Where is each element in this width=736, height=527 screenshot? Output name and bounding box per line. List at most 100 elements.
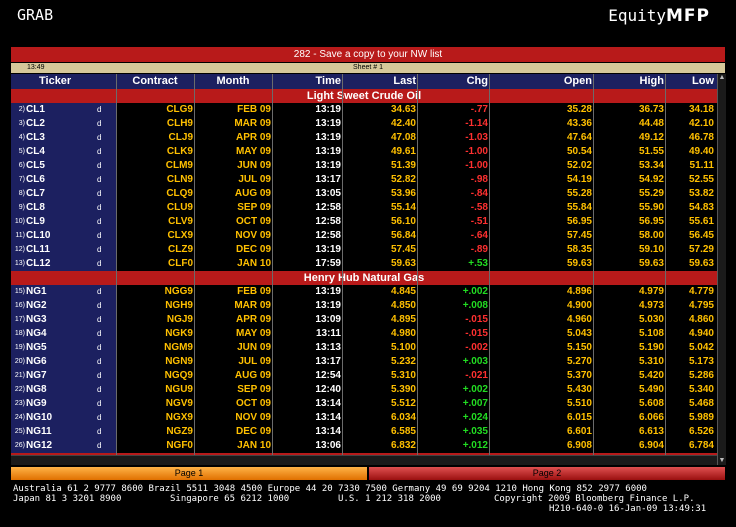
high-cell: 55.90 <box>638 202 664 213</box>
col-last[interactable]: Last <box>393 75 416 87</box>
ticker-cell[interactable]: CL11 <box>25 243 117 257</box>
change-cell: +.024 <box>462 412 488 423</box>
ticker-cell[interactable]: NG7 <box>25 369 117 383</box>
table-row[interactable]: 22) NG8 d NGU9 SEP 09 12:40 5.390 +.002 5.430 5.4… <box>11 383 717 397</box>
table-row[interactable]: 3) CL2 d CLH9 MAR 09 13:19 42.40 -1.14 43.36 44.4… <box>11 117 717 131</box>
open-cell: 58.35 <box>566 244 592 255</box>
table-row[interactable]: 7) CL6 d CLN9 JUL 09 13:17 52.82 -.98 54.19 54.92… <box>11 173 717 187</box>
table-row[interactable]: 8) CL7 d CLQ9 AUG 09 13:05 53.96 -.84 55.28 55.29… <box>11 187 717 201</box>
ticker-cell[interactable]: NG6 <box>25 355 117 369</box>
ticker-cell[interactable]: CL8 <box>25 201 117 215</box>
section-header: New York Heating Oil <box>11 453 717 455</box>
col-low[interactable]: Low <box>692 75 714 87</box>
col-time[interactable]: Time <box>315 75 341 87</box>
table-row[interactable]: 15) NG1 d NGG9 FEB 09 13:19 4.845 +.002 4.896 4.9… <box>11 285 717 299</box>
month-cell: MAR 09 <box>234 300 271 311</box>
change-cell: -.58 <box>470 202 488 213</box>
contract-cell: CLK9 <box>166 146 193 157</box>
change-cell: -.021 <box>465 370 488 381</box>
table-row[interactable]: 11) CL10 d CLX9 NOV 09 12:58 56.84 -.64 57.45 58.… <box>11 229 717 243</box>
table-row[interactable]: 13) CL12 d CLF0 JAN 10 17:59 59.63 +.53 59.63 59.… <box>11 257 717 271</box>
low-cell: 34.18 <box>688 104 714 115</box>
tab-page-2[interactable]: Page 2 <box>369 467 725 480</box>
month-cell: JAN 10 <box>237 440 271 451</box>
table-row[interactable]: 12) CL11 d CLZ9 DEC 09 13:19 57.45 -.89 58.35 59.… <box>11 243 717 257</box>
change-cell: -.002 <box>465 342 488 353</box>
table-row[interactable]: 24) NG10 d NGX9 NOV 09 13:14 6.034 +.024 6.015 6.… <box>11 411 717 425</box>
open-cell: 4.896 <box>566 286 592 297</box>
ticker-cell[interactable]: NG10 <box>25 411 117 425</box>
ticker-cell[interactable]: CL2 <box>25 117 117 131</box>
col-month[interactable]: Month <box>216 75 250 87</box>
ticker-cell[interactable]: CL9 <box>25 215 117 229</box>
ticker-cell[interactable]: CL7 <box>25 187 117 201</box>
month-cell: JUL 09 <box>238 356 271 367</box>
high-cell: 59.63 <box>638 258 664 269</box>
ticker-cell[interactable]: NG8 <box>25 383 117 397</box>
change-cell: +.002 <box>462 286 488 297</box>
ticker-cell[interactable]: CL6 <box>25 173 117 187</box>
ticker-cell[interactable]: CL3 <box>25 131 117 145</box>
col-high[interactable]: High <box>639 75 664 87</box>
delay-indicator: d <box>97 427 102 436</box>
delay-indicator: d <box>97 385 102 394</box>
ticker-cell[interactable]: NG12 <box>25 439 117 453</box>
table-row[interactable]: 16) NG2 d NGH9 MAR 09 13:19 4.850 +.008 4.900 4.9… <box>11 299 717 313</box>
tab-page-1[interactable]: Page 1 <box>11 467 367 480</box>
ticker-cell[interactable]: NG4 <box>25 327 117 341</box>
table-row[interactable]: 20) NG6 d NGN9 JUL 09 13:17 5.232 +.003 5.270 5.3… <box>11 355 717 369</box>
ticker-cell[interactable]: NG2 <box>25 299 117 313</box>
sheet-name[interactable]: Sheet # 1 <box>353 64 383 71</box>
table-row[interactable]: 23) NG9 d NGV9 OCT 09 13:14 5.512 +.007 5.510 5.6… <box>11 397 717 411</box>
table-row[interactable]: 6) CL5 d CLM9 JUN 09 13:19 51.39 -1.00 52.02 53.3… <box>11 159 717 173</box>
col-contract[interactable]: Contract <box>132 75 178 87</box>
last-cell: 34.63 <box>390 104 416 115</box>
time-cell: 13:19 <box>315 286 341 297</box>
scroll-down-icon[interactable]: ▼ <box>718 457 726 464</box>
scroll-up-icon[interactable]: ▲ <box>718 74 726 81</box>
time-cell: 12:58 <box>315 202 341 213</box>
ticker-cell[interactable]: NG11 <box>25 425 117 439</box>
table-row[interactable]: 26) NG12 d NGF0 JAN 10 13:06 6.832 +.012 6.908 6.… <box>11 439 717 453</box>
delay-indicator: d <box>97 399 102 408</box>
horizontal-scrollbar[interactable] <box>11 455 717 465</box>
last-cell: 6.585 <box>390 426 416 437</box>
ticker-cell[interactable]: CL5 <box>25 159 117 173</box>
table-row[interactable]: 19) NG5 d NGM9 JUN 09 13:13 5.100 -.002 5.150 5.1… <box>11 341 717 355</box>
table-row[interactable]: 25) NG11 d NGZ9 DEC 09 13:14 6.585 +.035 6.601 6.… <box>11 425 717 439</box>
table-row[interactable]: 2) CL1 d CLG9 FEB 09 13:19 34.63 -.77 35.28 36.73… <box>11 103 717 117</box>
contract-cell: CLU9 <box>166 202 193 213</box>
ticker-cell[interactable]: CL10 <box>25 229 117 243</box>
footer-japan: Japan 81 3 3201 8900 <box>13 494 122 504</box>
month-cell: FEB 09 <box>237 286 271 297</box>
low-cell: 5.173 <box>688 356 714 367</box>
footer-us: U.S. 1 212 318 2000 <box>338 494 441 504</box>
last-cell: 53.96 <box>390 188 416 199</box>
ticker-cell[interactable]: NG3 <box>25 313 117 327</box>
high-cell: 49.12 <box>638 132 664 143</box>
ticker-cell[interactable]: CL4 <box>25 145 117 159</box>
table-row[interactable]: 17) NG3 d NGJ9 APR 09 13:09 4.895 -.015 4.960 5.0… <box>11 313 717 327</box>
ticker-cell[interactable]: NG9 <box>25 397 117 411</box>
table-row[interactable]: 4) CL3 d CLJ9 APR 09 13:19 47.08 -1.03 47.64 49.1… <box>11 131 717 145</box>
table-row[interactable]: 9) CL8 d CLU9 SEP 09 12:58 55.14 -.58 55.84 55.90… <box>11 201 717 215</box>
change-cell: -.98 <box>470 174 488 185</box>
table-row[interactable]: 21) NG7 d NGQ9 AUG 09 12:54 5.310 -.021 5.370 5.4… <box>11 369 717 383</box>
table-row[interactable]: 5) CL4 d CLK9 MAY 09 13:19 49.61 -1.00 50.54 51.5… <box>11 145 717 159</box>
table-row[interactable]: 18) NG4 d NGK9 MAY 09 13:11 4.980 -.015 5.043 5.1… <box>11 327 717 341</box>
high-cell: 4.979 <box>638 286 664 297</box>
ticker-cell[interactable]: NG1 <box>25 285 117 299</box>
col-chg[interactable]: Chg <box>466 75 488 87</box>
ticker-cell[interactable]: NG5 <box>25 341 117 355</box>
grab-button[interactable]: GRAB <box>17 6 54 24</box>
vertical-scrollbar[interactable]: ▲ ▼ <box>717 74 726 465</box>
table-row[interactable]: 10) CL9 d CLV9 OCT 09 12:58 56.10 -.51 56.95 56.9… <box>11 215 717 229</box>
low-cell: 56.45 <box>688 230 714 241</box>
col-open[interactable]: Open <box>563 75 592 87</box>
month-cell: MAY 09 <box>235 328 271 339</box>
col-ticker[interactable]: Ticker <box>39 75 72 87</box>
delay-indicator: d <box>97 217 102 226</box>
ticker-cell[interactable]: CL1 <box>25 103 117 117</box>
time-cell: 13:14 <box>315 412 341 423</box>
ticker-cell[interactable]: CL12 <box>25 257 117 271</box>
